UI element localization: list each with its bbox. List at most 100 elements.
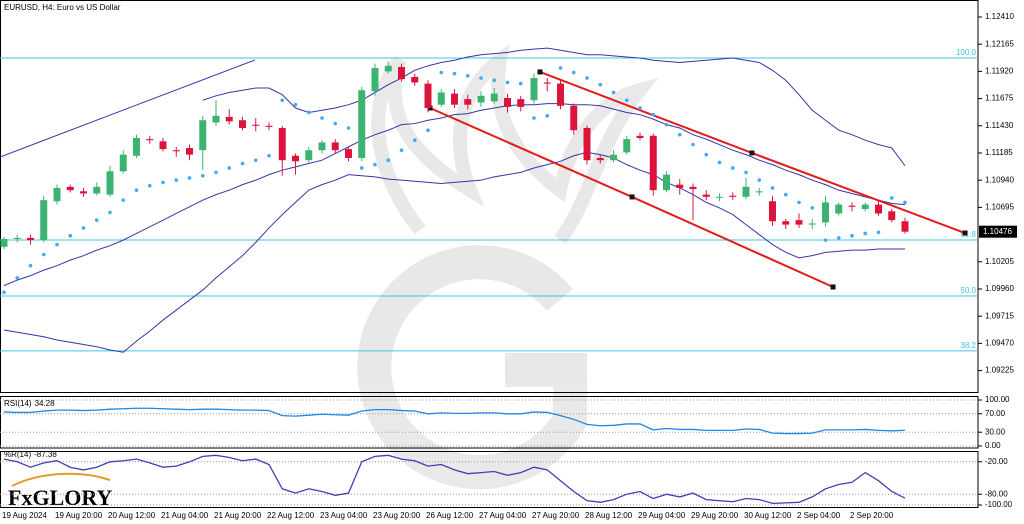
price-tag [979,225,1017,238]
sar-dot [81,226,86,230]
candle-body [358,90,366,158]
bollinger-band [3,103,906,287]
x-tick-label: 29 Aug 20:00 [691,511,739,520]
candle-body [583,128,591,161]
sar-dot [863,231,868,236]
y-tick-label: 1.09470 [985,338,1014,347]
x-tick-label: 29 Aug 04:00 [638,511,686,520]
x-tick-label: 23 Aug 20:00 [373,511,421,520]
x-tick-label: 27 Aug 04:00 [479,511,527,520]
candle-body [424,83,432,109]
sar-dot [505,80,510,85]
sar-dot [757,178,762,182]
sar-dot [399,148,404,153]
sar-dot [664,122,669,127]
candle-body [225,116,233,122]
logo: FxGLORY [8,472,112,510]
candle-body [318,142,326,151]
logo-text: FxGLORY [8,485,112,510]
sar-dot [94,218,99,222]
sar-dot [744,170,748,175]
sar-dot [850,233,854,238]
x-tick-label: 30 Aug 12:00 [744,511,792,520]
x-tick-label: 26 Aug 12:00 [426,511,474,520]
x-tick-label: 21 Aug 04:00 [161,511,209,520]
sar-dot [426,128,430,133]
level-label: 100.0 [956,48,977,57]
candle-body [636,135,644,138]
candle-body [212,115,220,123]
sar-dot [704,152,709,157]
candle-body [742,186,750,197]
x-tick-label: 2 Sep 04:00 [797,511,841,520]
candle-body [133,137,140,156]
candle-body [146,139,154,141]
y-tick-label: 100.00 [985,395,1010,404]
sar-dot [691,142,695,147]
y-tick-label: 1.09225 [985,366,1014,375]
sar-dot [41,252,46,257]
chart-title: EURUSD, H4: Euro vs US Dollar [4,3,121,12]
candle-body [875,204,882,214]
candle-body [305,150,313,161]
x-tick-label: 27 Aug 20:00 [532,511,580,520]
candle-body [716,196,723,198]
bollinger-band [3,151,905,353]
candle-body [477,95,485,103]
candle-body [384,65,392,72]
y-tick-label: 30.00 [985,427,1006,436]
sar-dot [108,210,112,215]
candle-body [172,150,180,152]
trendline-anchor [749,150,755,156]
sar-dot [585,76,589,80]
candle-body [596,157,604,161]
sar-dot [359,166,364,170]
sar-dot [267,153,271,158]
candle-body [822,202,829,223]
indicator-line [3,407,906,435]
x-tick-label: 28 Aug 12:00 [585,511,633,520]
sar-dot [903,200,907,205]
sar-dot [15,276,20,280]
trendline [0,59,256,158]
sar-dot [121,198,126,202]
candle-body [557,83,564,106]
candle-body [371,68,379,92]
candle-body [106,171,114,195]
candle-body [504,98,511,107]
sar-dot [651,112,656,117]
sar-dot [333,121,338,126]
sar-dot [2,290,6,295]
candle-body [782,221,790,225]
y-tick-label: 1.11675 [985,94,1014,103]
y-tick-label: 70.00 [985,409,1006,418]
trendline-anchor [962,230,968,236]
candle-body [186,147,193,155]
sar-dot [823,238,828,242]
panel-value: -87.38 [34,450,57,459]
candle-body [398,66,405,80]
candle-body [769,201,776,222]
candle-body [729,195,737,197]
candle-body [861,204,869,210]
sar-dot [492,78,497,83]
candle-body [278,128,286,161]
sar-dot [717,160,722,165]
candle-body [66,186,74,191]
candle-body [437,92,445,105]
sar-dot [68,233,73,238]
y-tick-label: 1.10205 [985,257,1014,266]
sar-dot [889,196,894,200]
x-tick-label: 20 Aug 12:00 [108,511,156,520]
candle-body [755,191,763,193]
sar-dot [227,166,232,170]
x-tick-label: 19 Aug 2024 [2,511,47,520]
y-tick-label: 1.11185 [985,148,1013,157]
sar-dot [439,70,444,75]
sar-dot [677,132,682,137]
candle-body [53,187,61,202]
candle-body [119,154,127,172]
y-tick-label: 1.10940 [985,175,1014,184]
level-label: 50.0 [960,286,976,295]
y-tick-label: -80.00 [985,489,1008,498]
